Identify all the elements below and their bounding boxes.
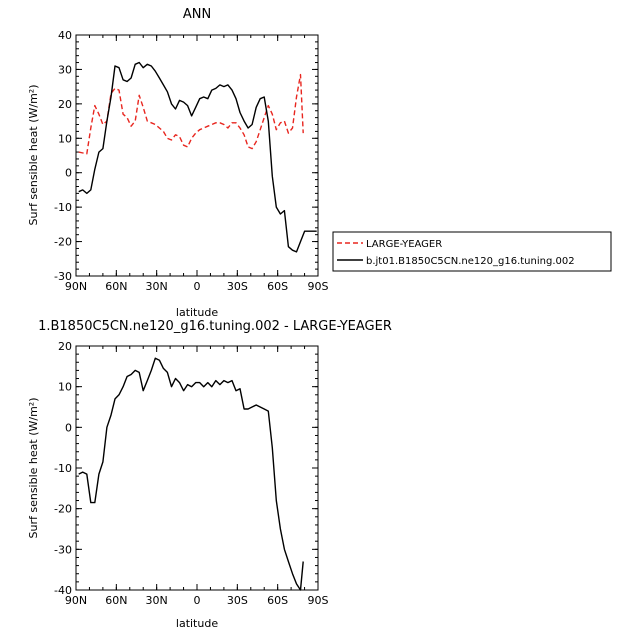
bottom-panel: 1.B1850C5CN.ne120_g16.tuning.002 - LARGE…: [27, 319, 392, 630]
top-panel: ANN 90N 60N 30N 0 30S 60S 90S -30 -20 -10 0 10 20 30 4…: [27, 7, 329, 319]
bottom-y-tick-label: 0: [65, 421, 72, 434]
legend-label-tuning-002: b.jt01.B1850C5CN.ne120_g16.tuning.002: [366, 256, 575, 267]
bottom-y-tick-label: -40: [54, 584, 72, 597]
top-x-tick-label: 60N: [105, 280, 127, 293]
top-series-line-large-yeager: [78, 73, 304, 155]
top-x-tick-label: 30N: [146, 280, 168, 293]
top-y-tick-label: 30: [58, 63, 72, 76]
bottom-x-tick-label: 60S: [267, 594, 288, 607]
bottom-x-tick-label: 30S: [227, 594, 248, 607]
bottom-y-tick-label: -30: [54, 543, 72, 556]
bottom-series-line-difference: [78, 357, 304, 591]
bottom-y-tick-label: 20: [58, 340, 72, 353]
legend-box: [332, 231, 612, 272]
top-plot-frame: [75, 34, 319, 277]
bottom-x-tick-label: 90S: [308, 594, 329, 607]
legend-label-large-yeager: LARGE-YEAGER: [366, 239, 442, 250]
bottom-y-axis-title: Surf sensible heat (W/m²): [27, 398, 40, 539]
bottom-x-axis-title: latitude: [176, 617, 218, 630]
bottom-x-tick-label: 30N: [146, 594, 168, 607]
bottom-x-tick-label: 60N: [105, 594, 127, 607]
top-x-tick-label: 30S: [227, 280, 248, 293]
top-y-axis-title: Surf sensible heat (W/m²): [27, 85, 40, 226]
top-y-tick-label: 0: [65, 167, 72, 180]
top-panel-ticks: 90N 60N 30N 0 30S 60S 90S -30 -20 -10 0 10 20 30 40: [54, 29, 328, 293]
top-x-axis-title: latitude: [176, 306, 218, 319]
top-y-tick-label: 20: [58, 98, 72, 111]
bottom-panel-ticks: 90N 60N 30N 0 30S 60S 90S -40 -30 -20 -10 0 10 20: [54, 340, 328, 607]
top-x-tick-label: 90N: [65, 280, 87, 293]
bottom-x-tick-label: 0: [194, 594, 201, 607]
top-y-tick-label: 10: [58, 132, 72, 145]
top-panel-title: ANN: [183, 7, 211, 22]
bottom-y-tick-label: -20: [54, 503, 72, 516]
bottom-panel-series: [78, 357, 304, 591]
top-y-tick-label: -10: [54, 201, 72, 214]
top-y-tick-label: -30: [54, 270, 72, 283]
bottom-panel-title: 1.B1850C5CN.ne120_g16.tuning.002 - LARGE…: [38, 319, 392, 334]
top-y-tick-label: -20: [54, 236, 72, 249]
legend: LARGE-YEAGER b.jt01.B1850C5CN.ne120_g16.…: [332, 231, 612, 272]
top-y-tick-label: 40: [58, 29, 72, 42]
top-series-line-b-jt01-b1850c5cn-ne120-g16-tuning-002: [78, 61, 317, 253]
top-panel-series: [78, 61, 317, 253]
bottom-y-tick-label: 10: [58, 381, 72, 394]
bottom-y-tick-label: -10: [54, 462, 72, 475]
top-x-tick-label: 0: [194, 280, 201, 293]
top-x-tick-label: 90S: [308, 280, 329, 293]
bottom-x-tick-label: 90N: [65, 594, 87, 607]
top-x-tick-label: 60S: [267, 280, 288, 293]
